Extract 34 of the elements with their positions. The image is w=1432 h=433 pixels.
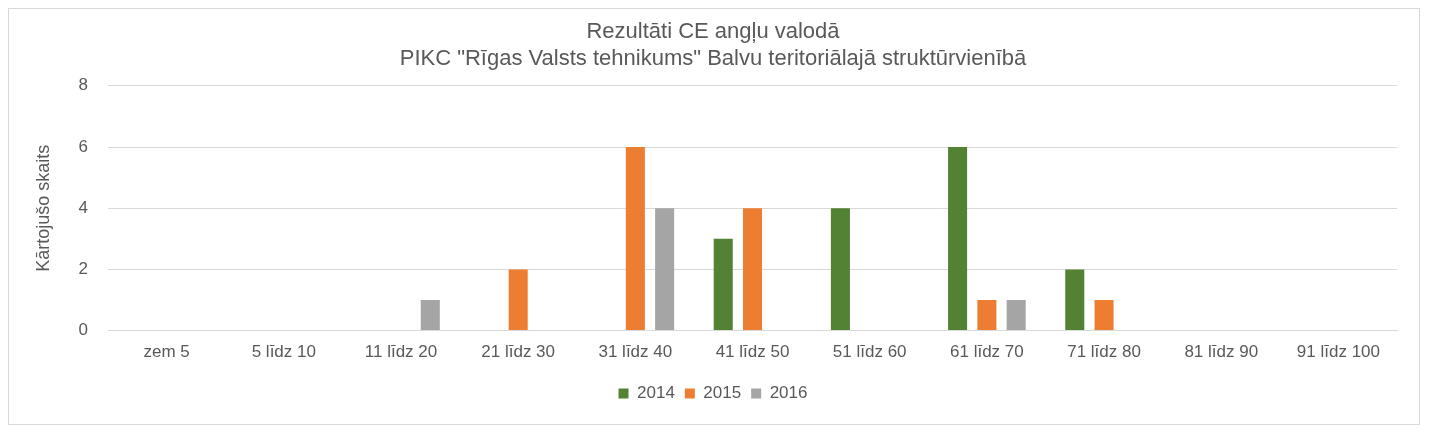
bar [625, 147, 645, 331]
legend-label: 2016 [769, 383, 808, 403]
bar [977, 300, 997, 331]
x-tick-label: 21 līdz 30 [481, 342, 556, 362]
bar [420, 300, 440, 331]
bar [830, 208, 850, 331]
x-tick-label: 71 līdz 80 [1067, 342, 1141, 362]
x-tick-label: 81 līdz 90 [1184, 342, 1259, 362]
x-tick-label: zem 5 [143, 342, 190, 362]
y-tick-label: 2 [78, 259, 89, 279]
x-tick-label: 31 līdz 40 [598, 342, 673, 362]
bar [508, 269, 528, 331]
x-tick-label: 61 līdz 70 [950, 342, 1024, 362]
bar [1006, 300, 1026, 331]
legend-label: 2014 [637, 383, 675, 403]
legend-label: 2015 [703, 383, 742, 403]
bar [1094, 300, 1114, 331]
y-tick-label: 6 [78, 136, 89, 156]
bar [1065, 269, 1085, 331]
x-tick-label: 11 līdz 20 [364, 342, 438, 362]
bar [713, 238, 733, 331]
bar [655, 208, 675, 331]
y-tick-label: 0 [78, 320, 89, 340]
y-axis-title: Kārtojušo skaits [32, 144, 53, 272]
chart-title: Rezultāti CE angļu valodā [586, 18, 841, 44]
bar [948, 147, 968, 331]
x-tick-label: 51 līdz 60 [832, 342, 907, 362]
y-tick-label: 4 [78, 197, 89, 217]
bar [743, 208, 763, 331]
x-tick-label: 91 līdz 100 [1296, 342, 1381, 362]
x-tick-label: 41 līdz 50 [715, 342, 790, 362]
y-tick-label: 8 [78, 75, 89, 95]
chart-subtitle: PIKC "Rīgas Valsts tehnikums" Balvu teritoriālajā struktūrvienībā [399, 44, 1028, 70]
x-tick-label: 5 līdz 10 [251, 342, 316, 362]
